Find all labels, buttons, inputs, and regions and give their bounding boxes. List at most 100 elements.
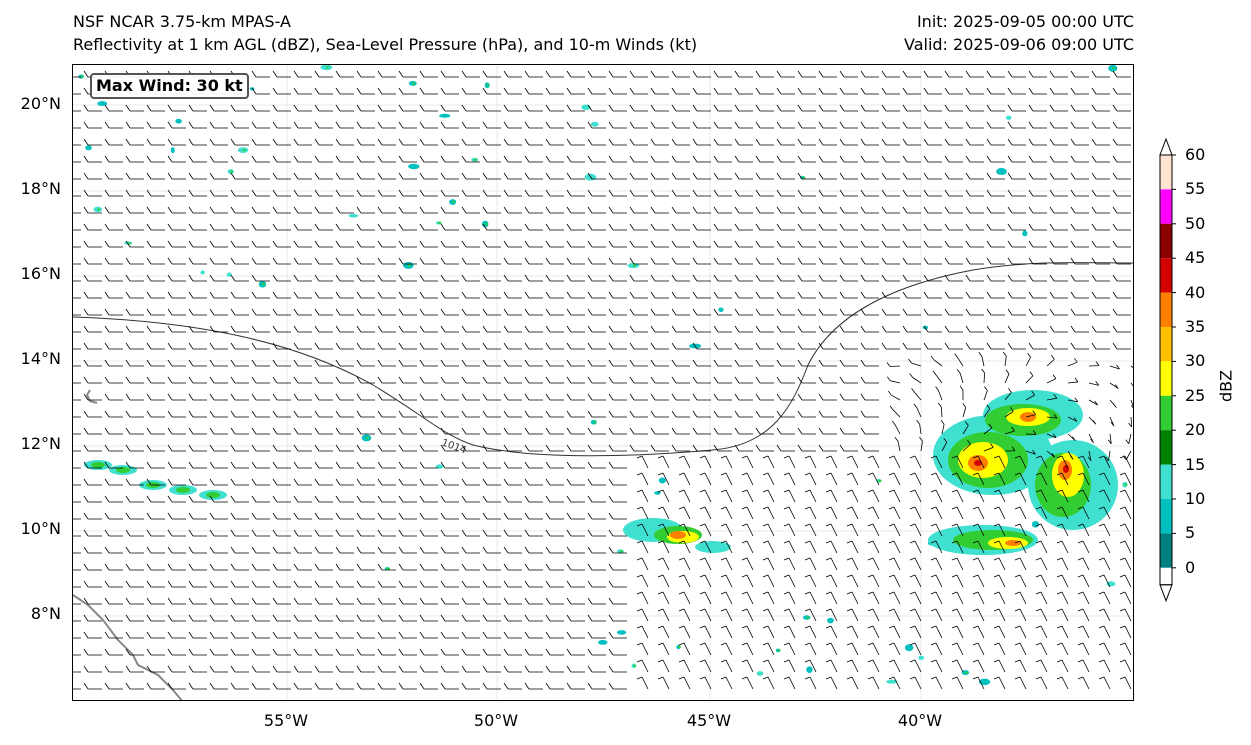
wind-barb: [692, 325, 711, 333]
reflectivity-cell: [978, 678, 991, 686]
wind-barb: [909, 523, 922, 537]
wind-barb: [1077, 625, 1090, 639]
wind-barb: [545, 342, 564, 350]
wind-barb: [981, 368, 986, 384]
wind-barb: [1091, 308, 1110, 316]
wind-barb: [1070, 206, 1089, 214]
wind-barb: [909, 642, 922, 656]
wind-barb: [1119, 591, 1132, 605]
wind-barb: [461, 665, 480, 673]
wind-barb: [1056, 506, 1069, 520]
wind-barb: [993, 574, 1006, 588]
wind-barb: [482, 665, 501, 673]
wind-barb: [1007, 325, 1026, 333]
wind-barb: [356, 274, 375, 282]
wind-barb: [888, 625, 901, 639]
wind-barb: [741, 591, 754, 605]
wind-barb: [692, 410, 711, 418]
wind-barb: [1119, 659, 1132, 673]
map-panel[interactable]: 1014 Max Wind: 30 kt: [72, 64, 1134, 701]
wind-barb: [566, 461, 585, 469]
wind-barb: [713, 206, 732, 214]
wind-barb: [1007, 87, 1026, 95]
wind-barb: [713, 274, 732, 282]
reflectivity-cell: [619, 550, 623, 553]
wind-barb: [671, 444, 690, 452]
wind-barb: [482, 274, 501, 282]
wind-barb: [587, 138, 606, 146]
wind-barb: [860, 308, 879, 316]
wind-barb: [73, 399, 81, 401]
wind-barb: [860, 155, 879, 163]
wind-barb: [867, 489, 880, 503]
reflectivity-cell: [654, 491, 661, 495]
wind-barb: [167, 240, 186, 248]
wind-barb: [83, 172, 102, 180]
wind-barb: [755, 240, 774, 248]
wind-barb: [1049, 121, 1068, 129]
wind-barb: [692, 393, 711, 401]
wind-barb: [167, 427, 186, 435]
wind-barb: [335, 342, 354, 350]
wind-barb: [608, 495, 627, 503]
wind-barb: [356, 359, 375, 367]
wind-barb: [398, 648, 417, 656]
wind-barb: [860, 342, 879, 350]
wind-barb: [188, 206, 207, 214]
wind-barb: [1130, 382, 1133, 387]
wind-barb: [167, 614, 186, 622]
wind-barb: [881, 138, 900, 146]
wind-barb: [482, 427, 501, 435]
wind-barb: [587, 342, 606, 350]
wind-barb: [503, 665, 522, 673]
wind-barb: [524, 291, 543, 299]
wind-barb: [1056, 659, 1069, 673]
wind-barb: [377, 325, 396, 333]
wind-barb: [251, 155, 270, 163]
wind-barb: [804, 540, 817, 554]
reflectivity-cell: [904, 644, 914, 652]
wind-barb: [909, 676, 922, 690]
wind-barb: [314, 393, 333, 401]
wind-barb: [1056, 625, 1069, 639]
reflectivity-field: [78, 65, 1128, 686]
wind-barb: [272, 563, 291, 571]
wind-barb: [83, 461, 102, 469]
wind-barb: [867, 642, 880, 656]
wind-barb: [713, 70, 732, 78]
wind-barb: [272, 87, 291, 95]
wind-barb: [678, 506, 691, 520]
wind-barb: [1091, 206, 1110, 214]
wind-barb: [839, 189, 858, 197]
wind-barb: [545, 376, 564, 384]
wind-barb: [1035, 489, 1048, 503]
wind-barb: [1112, 342, 1131, 350]
wind-barb: [356, 342, 375, 350]
wind-barb: [104, 138, 123, 146]
wind-barb: [650, 155, 669, 163]
wind-barb: [188, 240, 207, 248]
wind-barb: [888, 489, 901, 503]
wind-barb: [902, 240, 921, 248]
wind-barb: [440, 274, 459, 282]
wind-barb: [272, 444, 291, 452]
wind-barb: [482, 138, 501, 146]
wind-barb: [741, 489, 754, 503]
wind-barb: [566, 427, 585, 435]
wind-barb: [419, 138, 438, 146]
wind-barb: [797, 444, 816, 452]
wind-barb: [818, 155, 837, 163]
wind-barb: [566, 393, 585, 401]
wind-barb: [146, 682, 165, 690]
wind-barb: [293, 342, 312, 350]
wind-barb: [1112, 121, 1131, 129]
wind-barb: [923, 342, 942, 350]
wind-barb: [188, 291, 207, 299]
wind-barb: [608, 427, 627, 435]
wind-barb: [587, 104, 606, 112]
wind-barb: [314, 274, 333, 282]
wind-barb: [545, 648, 564, 656]
wind-barb: [566, 410, 585, 418]
wind-barb: [734, 376, 753, 384]
wind-barb: [1112, 325, 1131, 333]
